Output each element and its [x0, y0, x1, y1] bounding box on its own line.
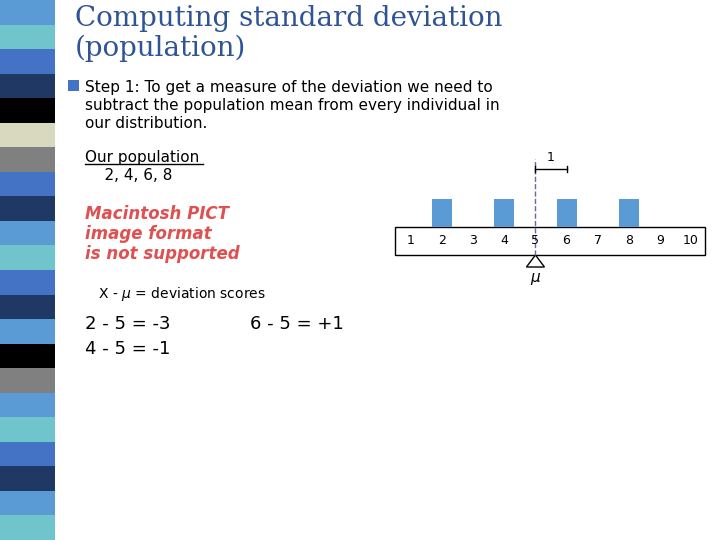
Bar	[0, 319, 55, 343]
Text: (population): (population)	[75, 35, 246, 62]
Bar	[0, 147, 55, 172]
Bar	[618, 199, 639, 227]
Bar	[0, 491, 55, 516]
Bar	[0, 0, 55, 24]
Text: 1: 1	[407, 234, 415, 247]
Text: 7: 7	[594, 234, 602, 247]
Bar	[0, 516, 55, 540]
Text: 2 - 5 = -3: 2 - 5 = -3	[85, 315, 171, 333]
Text: Step 1: To get a measure of the deviation we need to: Step 1: To get a measure of the deviatio…	[85, 80, 492, 95]
Text: 4 - 5 = -1: 4 - 5 = -1	[85, 340, 171, 358]
Text: 2: 2	[438, 234, 446, 247]
Text: is not supported: is not supported	[85, 245, 240, 263]
Bar	[0, 368, 55, 393]
Bar	[0, 98, 55, 123]
Bar	[68, 80, 79, 91]
Bar	[0, 294, 55, 319]
Text: Our population: Our population	[85, 150, 199, 165]
Text: 1: 1	[547, 151, 555, 164]
Text: image format: image format	[85, 225, 212, 243]
Bar	[0, 73, 55, 98]
Bar	[0, 246, 55, 270]
Bar	[0, 442, 55, 467]
Text: Computing standard deviation: Computing standard deviation	[75, 5, 503, 32]
Text: X - $\mu$ = deviation scores: X - $\mu$ = deviation scores	[85, 285, 266, 303]
Bar	[557, 199, 577, 227]
Bar	[432, 199, 452, 227]
Text: subtract the population mean from every individual in: subtract the population mean from every …	[85, 98, 500, 113]
Bar	[0, 393, 55, 417]
Bar	[395, 227, 705, 255]
Text: 5: 5	[531, 234, 539, 247]
Bar	[0, 343, 55, 368]
Text: 4: 4	[500, 234, 508, 247]
Bar	[0, 24, 55, 49]
Text: 10: 10	[683, 234, 699, 247]
Bar	[0, 270, 55, 294]
Bar	[0, 467, 55, 491]
Text: 8: 8	[625, 234, 633, 247]
Text: 3: 3	[469, 234, 477, 247]
Bar	[0, 172, 55, 197]
Text: μ: μ	[531, 270, 540, 285]
Bar	[0, 123, 55, 147]
Text: 9: 9	[656, 234, 664, 247]
Text: 2, 4, 6, 8: 2, 4, 6, 8	[85, 168, 172, 183]
Text: 6: 6	[562, 234, 570, 247]
Polygon shape	[526, 255, 544, 267]
Bar	[495, 199, 514, 227]
Text: our distribution.: our distribution.	[85, 116, 207, 131]
Text: Macintosh PICT: Macintosh PICT	[85, 205, 229, 223]
Bar	[0, 221, 55, 246]
Text: 6 - 5 = +1: 6 - 5 = +1	[250, 315, 343, 333]
Bar	[0, 49, 55, 73]
Bar	[0, 197, 55, 221]
Bar	[0, 417, 55, 442]
